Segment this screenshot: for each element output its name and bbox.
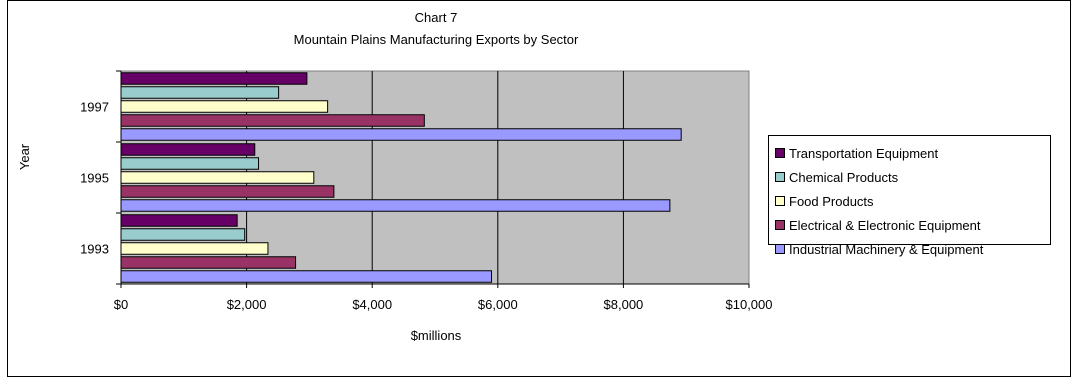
bar [120,114,425,127]
chart-frame: Chart 7 Mountain Plains Manufacturing Ex… [7,0,1071,377]
legend-item: Industrial Machinery & Equipment [775,237,1044,261]
chart-subtitle: Mountain Plains Manufacturing Exports by… [293,32,579,47]
chart-title: Chart 7 [414,10,458,25]
legend-swatch [775,220,785,230]
x-tick-label: $0 [114,297,128,312]
bar [120,86,280,99]
legend-item: Food Products [775,189,1044,213]
y-tick-label: 1995 [80,171,109,186]
bar [120,143,256,156]
legend-swatch [775,148,785,158]
bar [120,242,269,255]
legend-label: Chemical Products [789,169,899,185]
y-tick-label: 1997 [80,100,109,115]
bar [120,185,335,198]
bar [120,171,315,184]
legend-swatch [775,172,785,182]
y-tick-label: 1993 [80,242,109,257]
legend-swatch [775,196,785,206]
x-tick-label: $6,000 [478,297,518,312]
bar [120,72,308,85]
legend-label: Food Products [789,193,874,209]
x-axis-label: $millions [410,328,462,343]
bar [120,199,671,212]
bar [120,128,682,141]
x-tick-label: $4,000 [352,297,392,312]
bar [120,157,260,170]
legend-label: Transportation Equipment [789,145,939,161]
legend-item: Chemical Products [775,165,1044,189]
bar [120,214,238,227]
bar-chart: $0 $2,000 $4,000 $6,000 $8,000 $10,000 1993 199… [80,70,773,312]
x-tick-label: $10,000 [726,297,773,312]
legend-swatch [775,244,785,254]
bar [120,228,246,241]
legend: Transportation Equipment Chemical Product… [768,135,1051,257]
bar [120,270,493,283]
bar [120,100,329,113]
legend-label: Industrial Machinery & Equipment [789,241,984,257]
legend-item: Electrical & Electronic Equipment [775,213,1044,237]
legend-label: Electrical & Electronic Equipment [789,217,981,233]
x-tick-label: $2,000 [227,297,267,312]
bar [120,256,297,269]
y-axis-label: Year [17,143,32,171]
legend-item: Transportation Equipment [775,141,1044,165]
x-tick-label: $8,000 [604,297,644,312]
